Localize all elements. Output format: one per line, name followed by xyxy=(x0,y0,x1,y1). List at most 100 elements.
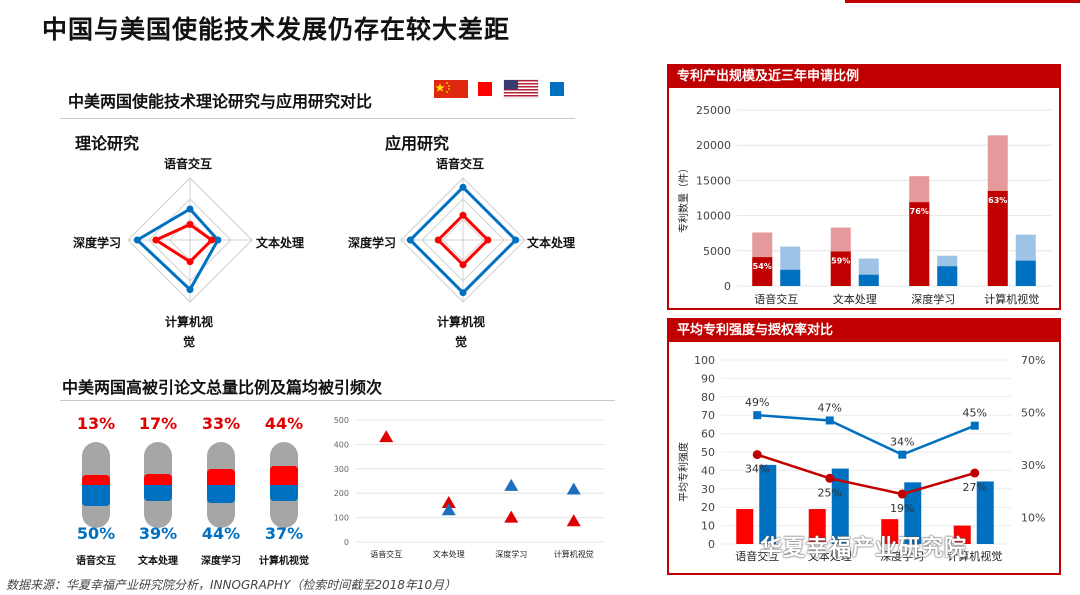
strength-bar-series-1 xyxy=(976,481,994,544)
strength-bar-series-0 xyxy=(736,509,754,544)
volume-bar-recent-series-0 xyxy=(987,190,1008,286)
radar-point-us xyxy=(459,289,467,297)
header-accent-bar xyxy=(845,0,1080,3)
strength-x-tick: 语音交互 xyxy=(735,549,779,563)
scatter-y-tick: 100 xyxy=(334,514,349,523)
patent-volume-chart: 0 5000 10000 15000 20000 25000 专利数量（件） 54% 语音交互 5… xyxy=(677,104,1051,306)
radar-application-axis-right: 文本处理 xyxy=(527,236,576,250)
strength-bar-series-0 xyxy=(881,519,899,544)
volume-y-tick: 15000 xyxy=(696,174,731,187)
volume-x-tick: 深度学习 xyxy=(911,292,955,306)
radar-application-axis-left: 深度学习 xyxy=(348,236,397,250)
radar-application-axis-bottom: 计算机视觉 xyxy=(436,315,485,349)
china-share-label: 44% xyxy=(264,414,304,433)
strength-y-tick: 0 xyxy=(708,538,715,551)
strength-line-marker xyxy=(970,468,980,478)
strength-x-tick: 深度学习 xyxy=(880,549,924,563)
radar-theory-chart xyxy=(127,177,253,303)
strength-y2-tick: 70% xyxy=(1021,354,1045,367)
citation-frequency-scatter: 0 100 200 300 400 500 语音交互 文本处理 深度学习 计算机视觉 xyxy=(334,416,605,559)
volume-y-tick: 5000 xyxy=(703,245,731,258)
share-pill xyxy=(207,442,235,528)
volume-recent-share-label: 59% xyxy=(831,257,850,266)
scatter-point-series-0 xyxy=(566,514,581,527)
citation-share-pills: 13% 50% 语音交互 17% 39% 文本处理 33% 44% 深度学习 44% 37% 计算机视… xyxy=(70,412,330,572)
china-share-label: 17% xyxy=(138,414,178,433)
volume-y-tick: 10000 xyxy=(696,210,731,223)
volume-bar-recent-series-1 xyxy=(937,266,958,286)
china-legend-swatch xyxy=(478,82,492,96)
strength-bar-series-1 xyxy=(759,464,777,544)
strength-line-marker xyxy=(825,416,834,425)
volume-bar-recent-series-0 xyxy=(830,251,851,286)
volume-y-tick: 0 xyxy=(724,280,731,293)
radar-theory-axis-bottom: 计算机视觉 xyxy=(164,315,213,349)
volume-recent-share-label: 63% xyxy=(988,196,1007,205)
strength-bar-series-1 xyxy=(904,482,922,544)
us-flag-icon xyxy=(503,79,539,99)
scatter-x-tick: 语音交互 xyxy=(370,549,402,559)
scatter-y-tick: 0 xyxy=(344,538,349,547)
radar-application-chart xyxy=(400,177,526,303)
radar-point-china xyxy=(152,236,160,244)
us-share-fill xyxy=(207,485,235,503)
radar-point-china xyxy=(459,261,467,269)
us-share-label: 50% xyxy=(76,524,116,543)
strength-bar-series-0 xyxy=(808,509,826,544)
scatter-x-tick: 计算机视觉 xyxy=(554,549,594,559)
radar-point-us xyxy=(186,205,194,213)
china-share-fill xyxy=(270,466,298,485)
patent-strength-chart: 0 10 20 30 40 50 60 70 80 90 100 10% 30% 50% 70% 平均专利强度… xyxy=(677,354,1045,563)
volume-bar-recent-series-1 xyxy=(1015,260,1036,286)
strength-line-label: 34% xyxy=(890,436,914,449)
strength-line-label: 45% xyxy=(963,407,987,420)
share-pill xyxy=(144,442,172,528)
radar-point-china xyxy=(186,258,194,266)
patent-strength-panel: 平均专利强度与授权率对比 0 10 20 30 40 50 60 70 80 90 100 10% 30… xyxy=(667,318,1061,575)
us-share-label: 37% xyxy=(264,524,304,543)
strength-y2-tick: 30% xyxy=(1021,459,1045,472)
radar-point-us xyxy=(406,236,414,244)
citation-section-title: 中美两国高被引论文总量比例及篇均被引频次 xyxy=(62,378,383,397)
strength-y-tick: 80 xyxy=(701,391,715,404)
radar-point-china xyxy=(186,221,194,228)
china-share-fill xyxy=(82,475,110,485)
us-legend-swatch xyxy=(550,82,564,96)
patent-volume-panel: 专利产出规模及近三年申请比例 0 5000 10000 15000 20000 25000… xyxy=(667,64,1061,310)
strength-line-marker xyxy=(825,473,835,483)
volume-bar-recent-series-1 xyxy=(858,274,879,286)
strength-x-tick: 文本处理 xyxy=(808,549,852,563)
volume-bar-recent-series-0 xyxy=(909,202,930,286)
strength-y-tick: 70 xyxy=(701,409,715,422)
pill-category-label: 文本处理 xyxy=(138,556,178,567)
strength-x-tick: 计算机视觉 xyxy=(947,549,1002,563)
scatter-x-tick: 深度学习 xyxy=(495,549,527,559)
radar-point-china xyxy=(208,236,216,244)
strength-y-tick: 20 xyxy=(701,501,715,514)
china-flag-icon xyxy=(434,80,468,98)
scatter-point-series-1 xyxy=(566,482,581,495)
radar-application-axis-top: 语音交互 xyxy=(436,157,485,171)
page-title: 中国与美国使能技术发展仍存在较大差距 xyxy=(42,15,511,44)
radar-theory-axis-top: 语音交互 xyxy=(164,157,213,171)
strength-line-marker xyxy=(753,411,762,420)
scatter-y-tick: 500 xyxy=(334,416,349,425)
volume-y-tick: 20000 xyxy=(696,139,731,152)
us-share-fill xyxy=(82,485,110,506)
radar-point-china xyxy=(484,236,492,244)
radar-application-title: 应用研究 xyxy=(385,134,450,153)
radar-point-us xyxy=(186,286,194,294)
china-share-label: 33% xyxy=(201,414,241,433)
strength-y-tick: 40 xyxy=(701,464,715,477)
volume-x-tick: 文本处理 xyxy=(833,292,877,306)
strength-line-marker xyxy=(897,489,907,499)
scatter-point-series-0 xyxy=(379,430,394,443)
volume-recent-share-label: 54% xyxy=(753,262,772,271)
scatter-y-tick: 400 xyxy=(334,440,349,449)
patent-volume-title: 专利产出规模及近三年申请比例 xyxy=(669,66,1059,88)
strength-line-label: 34% xyxy=(745,463,769,476)
strength-y2-tick: 10% xyxy=(1021,512,1045,525)
scatter-point-series-1 xyxy=(504,478,519,491)
radar-legend xyxy=(434,79,564,99)
strength-line-marker xyxy=(970,421,979,430)
